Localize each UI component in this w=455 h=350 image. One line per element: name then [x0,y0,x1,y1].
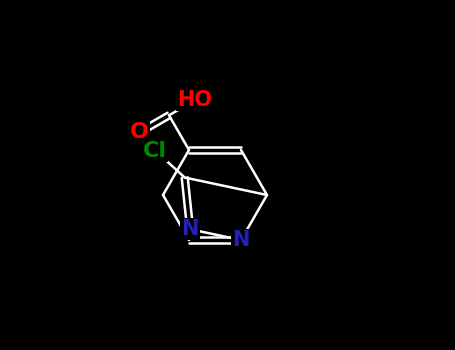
Text: O: O [130,122,149,142]
Text: HO: HO [177,90,212,110]
Text: N: N [182,219,199,239]
Text: Cl: Cl [143,140,167,161]
Text: N: N [233,230,250,250]
